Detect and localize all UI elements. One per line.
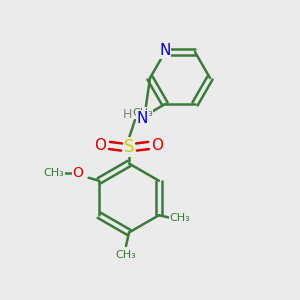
Text: H: H	[123, 107, 132, 121]
Text: O: O	[73, 166, 84, 180]
Text: S: S	[124, 138, 134, 156]
Text: N: N	[159, 43, 171, 58]
Text: CH₃: CH₃	[44, 168, 64, 178]
Text: N: N	[137, 111, 148, 126]
Text: O: O	[94, 138, 106, 153]
Text: O: O	[152, 138, 164, 153]
Text: CH₃: CH₃	[169, 213, 190, 223]
Text: CH₃: CH₃	[116, 250, 136, 260]
Text: CH₃: CH₃	[132, 108, 153, 118]
